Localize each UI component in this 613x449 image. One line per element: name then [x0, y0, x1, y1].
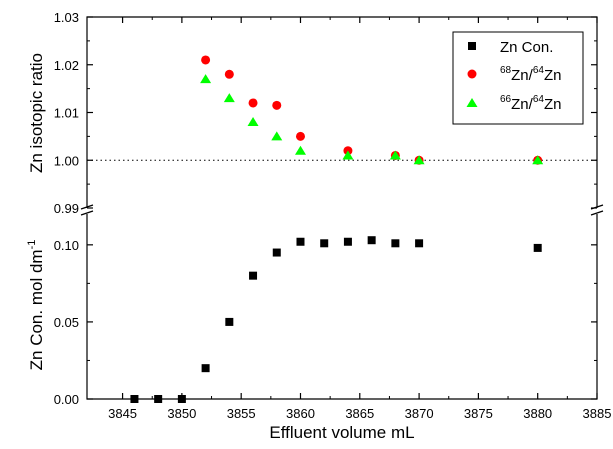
y-axis-top-ticks: 0.99 1.00 1.01 1.02 1.03: [54, 10, 597, 216]
legend-68-mid2: Zn: [544, 67, 562, 84]
zn-con-point: [391, 239, 400, 248]
x-tick-label: 3865: [345, 406, 374, 421]
x-tick-label: 3850: [167, 406, 196, 421]
legend-66-sup2: 64: [533, 94, 545, 105]
y-axis-bottom-ticks: 0.00 0.05 0.10: [54, 238, 597, 407]
zn66-ratio-point: [294, 145, 306, 155]
zn68-ratio-point: [224, 69, 234, 79]
axis-break-marks: [80, 204, 604, 216]
y-top-tick-label: 1.00: [54, 153, 79, 168]
x-tick-label: 3845: [108, 406, 137, 421]
zn66-ratio-point: [532, 155, 544, 165]
y-top-tick-label: 1.02: [54, 58, 79, 73]
zn66-ratio-point: [389, 150, 401, 160]
zn-con-point: [296, 237, 305, 246]
legend-label-zn-con: Zn Con.: [500, 39, 553, 56]
y-axis-top-label: Zn isotopic ratio: [27, 53, 46, 173]
zn68-ratio-point: [248, 98, 258, 108]
zn66-ratio-point: [247, 117, 259, 127]
zn66-ratio-point: [223, 93, 235, 103]
x-tick-label: 3855: [227, 406, 256, 421]
x-tick-label: 3860: [286, 406, 315, 421]
legend: Zn Con. 68Zn/64Zn 66Zn/64Zn: [452, 31, 584, 125]
y-axis-bottom-label-main: Zn Con. mol dm: [27, 249, 46, 370]
x-tick-label: 3880: [523, 406, 552, 421]
x-tick-label: 3875: [464, 406, 493, 421]
zn-con-point: [201, 364, 210, 373]
y-bottom-tick-label: 0.10: [54, 238, 79, 253]
x-tick-label: 3885: [583, 406, 612, 421]
legend-label-66zn: 66Zn/64Zn: [500, 94, 561, 113]
zn-con-point: [343, 237, 352, 246]
legend-marker-circle: [467, 69, 477, 79]
legend-68-mid1: Zn/: [511, 67, 534, 84]
zn-con-point: [272, 248, 281, 257]
x-tick-label: 3870: [405, 406, 434, 421]
zn-con-point: [415, 239, 424, 248]
zn66-ratio-point: [342, 150, 354, 160]
x-axis-label: Effluent volume mL: [269, 423, 414, 442]
y-top-tick-label: 1.03: [54, 10, 79, 25]
legend-marker-triangle: [466, 98, 478, 107]
zn-con-point: [177, 395, 186, 403]
zn-con-point: [225, 317, 234, 326]
zn-con-point: [533, 243, 542, 252]
y-bottom-tick-label: 0.05: [54, 315, 79, 330]
legend-label-68zn: 68Zn/64Zn: [500, 65, 561, 84]
legend-66-mid2: Zn: [544, 96, 562, 113]
zn-con-point: [154, 395, 163, 403]
zn66-ratio-point: [271, 131, 283, 141]
y-top-tick-label: 1.01: [54, 106, 79, 121]
zn-con-point: [367, 236, 376, 245]
legend-66-mid1: Zn/: [511, 96, 534, 113]
legend-66-sup1: 66: [500, 94, 512, 105]
zn66-ratio-point: [200, 74, 212, 84]
legend-marker-square: [468, 42, 476, 50]
legend-68-sup2: 64: [533, 65, 545, 76]
data-points: [130, 55, 544, 403]
y-axis-bottom-label-sup: -1: [26, 240, 38, 250]
x-axis-ticks: 3845 3850 3855 3860 3865 3870 3875 3880 3885: [108, 17, 611, 421]
zn68-ratio-point: [295, 131, 305, 141]
zn66-ratio-point: [413, 155, 425, 165]
zn-con-point: [130, 395, 139, 403]
zn-con-point: [320, 239, 329, 248]
y-bottom-tick-label: 0.00: [54, 392, 79, 407]
zn68-ratio-point: [272, 100, 282, 110]
zn68-ratio-point: [201, 55, 211, 65]
y-top-tick-label: 0.99: [54, 201, 79, 216]
legend-68-sup1: 68: [500, 65, 512, 76]
y-axis-bottom-label: Zn Con. mol dm-1: [26, 240, 46, 371]
zn-con-point: [249, 271, 258, 280]
